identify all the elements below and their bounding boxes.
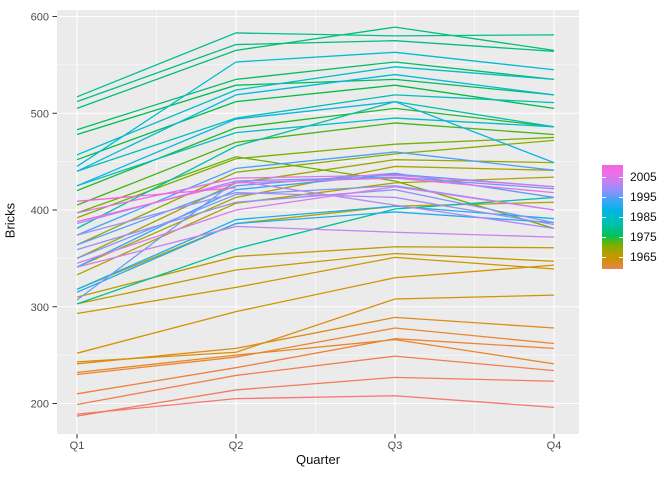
legend-tick-mark bbox=[602, 217, 606, 218]
legend-tick-mark bbox=[602, 257, 606, 258]
series-line bbox=[76, 32, 555, 98]
legend-tick-mark bbox=[602, 237, 606, 238]
legend-tick-mark bbox=[619, 177, 623, 178]
legend-tick-mark bbox=[619, 217, 623, 218]
series-line bbox=[76, 355, 555, 406]
series-line bbox=[76, 186, 555, 264]
legend-tick-label: 2005 bbox=[630, 170, 657, 184]
series-line bbox=[76, 26, 555, 110]
legend-colorbar bbox=[602, 165, 623, 269]
y-axis-title: Bricks bbox=[2, 202, 18, 239]
series-line bbox=[76, 100, 555, 229]
series-line bbox=[76, 225, 555, 268]
x-tick-label: Q4 bbox=[547, 440, 562, 452]
series-line bbox=[76, 156, 555, 230]
series-line bbox=[76, 66, 555, 156]
series-line bbox=[76, 84, 555, 161]
series-line bbox=[76, 100, 555, 187]
legend-tick-mark bbox=[619, 237, 623, 238]
y-tick-label: 500 bbox=[31, 108, 49, 120]
legend-tick-mark bbox=[602, 177, 606, 178]
series-line bbox=[76, 176, 555, 301]
series-line bbox=[76, 376, 555, 417]
legend-tick-label: 1965 bbox=[630, 250, 657, 264]
legend-tick-mark bbox=[602, 197, 606, 198]
series-line bbox=[76, 187, 237, 202]
series-line bbox=[76, 139, 555, 246]
legend: 2005 1995 1985 1975 1965 bbox=[602, 165, 672, 269]
series-line bbox=[76, 256, 555, 315]
series-line bbox=[76, 122, 555, 206]
series-line bbox=[76, 205, 555, 290]
series-line bbox=[76, 73, 555, 172]
x-tick-label: Q3 bbox=[388, 440, 403, 452]
series-line bbox=[76, 191, 555, 236]
series-line bbox=[76, 61, 555, 131]
series-line bbox=[76, 189, 555, 251]
y-tick-label: 600 bbox=[31, 12, 49, 24]
series-line bbox=[76, 338, 555, 395]
x-tick-label: Q1 bbox=[70, 440, 85, 452]
y-tick-label: 300 bbox=[31, 302, 49, 314]
series-line bbox=[76, 395, 555, 415]
legend-tick-mark bbox=[619, 197, 623, 198]
series-line bbox=[76, 174, 555, 214]
series-line bbox=[76, 177, 555, 223]
x-tick-label: Q2 bbox=[229, 440, 244, 452]
y-tick-label: 200 bbox=[31, 399, 49, 411]
series-line bbox=[76, 51, 555, 168]
panel-background bbox=[57, 10, 579, 434]
series-line bbox=[76, 78, 555, 136]
series-line bbox=[76, 117, 555, 187]
legend-tick-label: 1995 bbox=[630, 190, 657, 204]
series-line bbox=[76, 136, 555, 219]
series-line bbox=[76, 264, 555, 354]
x-axis-title: Quarter bbox=[295, 452, 341, 467]
legend-tick-label: 1975 bbox=[630, 230, 657, 244]
series-line bbox=[76, 294, 555, 363]
series-line bbox=[76, 338, 555, 374]
legend-tick-label: 1985 bbox=[630, 210, 657, 224]
series-line bbox=[76, 316, 555, 365]
legend-tick-mark bbox=[619, 257, 623, 258]
series-line bbox=[76, 252, 555, 305]
series-line bbox=[76, 327, 555, 376]
y-tick-label: 400 bbox=[31, 205, 49, 217]
series-line bbox=[76, 94, 555, 172]
series-line bbox=[76, 40, 555, 103]
